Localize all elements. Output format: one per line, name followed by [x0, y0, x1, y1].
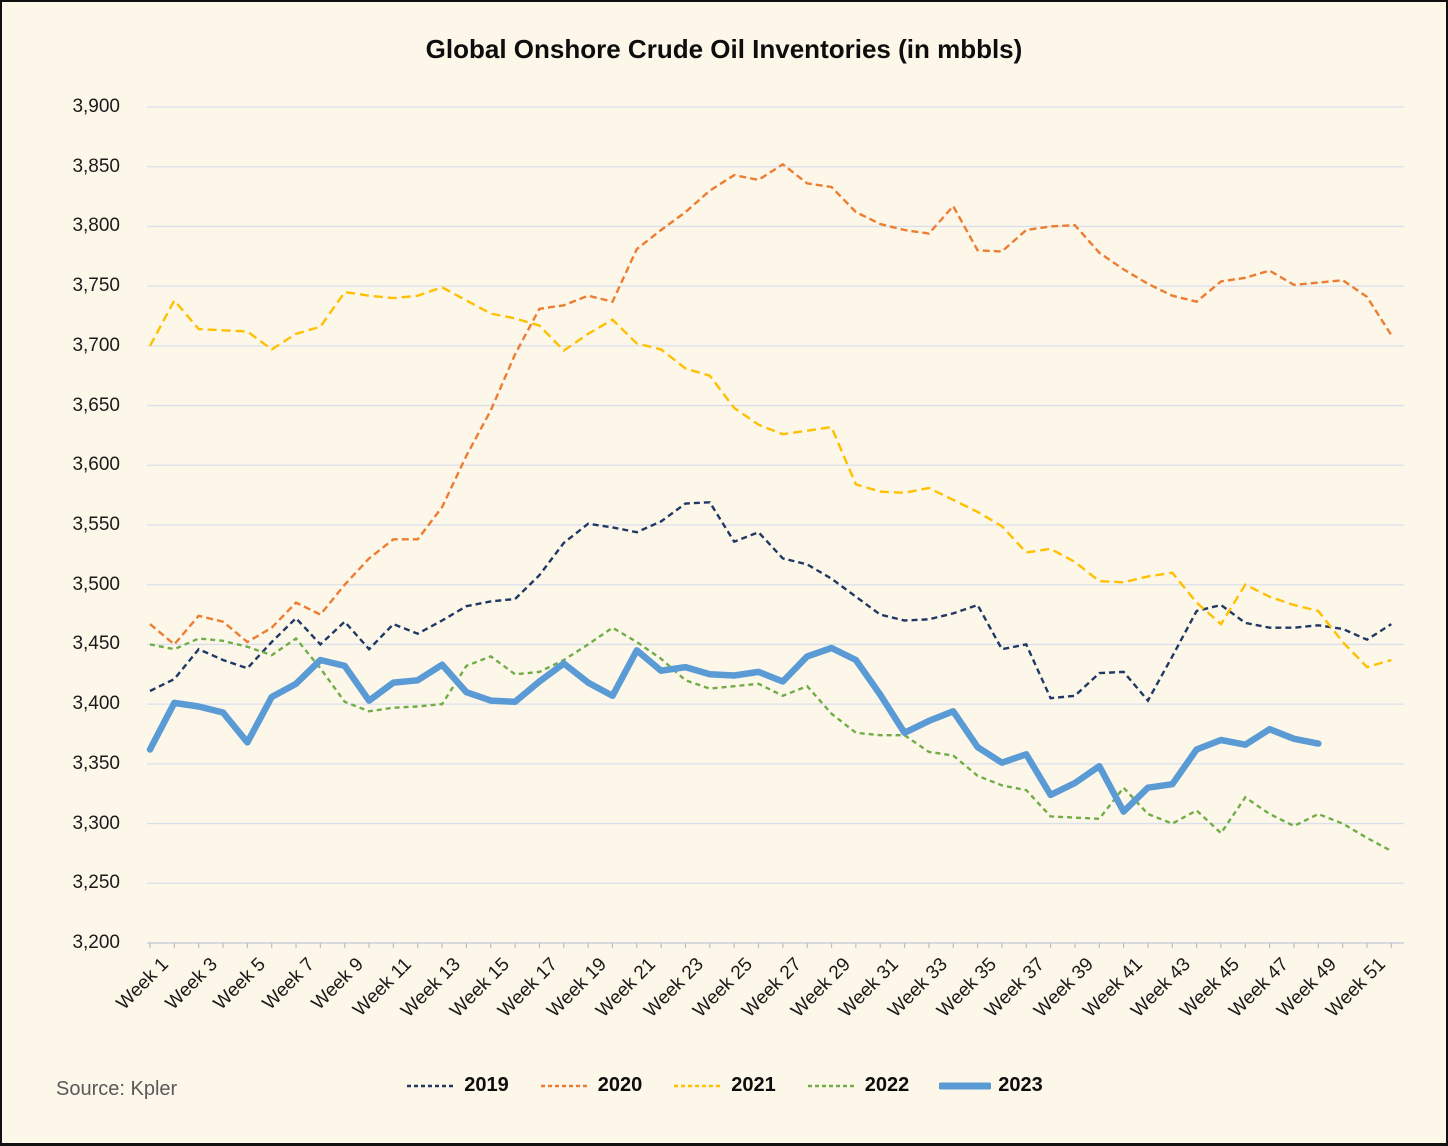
legend-swatch-2020: [540, 1084, 589, 1087]
legend-swatch-2023: [939, 1082, 992, 1089]
y-tick-label: 3,650: [72, 394, 120, 416]
series-line-2019: [149, 501, 1392, 703]
legend: 2019 2020 2021 2022 2023: [2, 1074, 1446, 1097]
y-tick-label: 3,450: [72, 633, 120, 655]
legend-item-2022: 2022: [806, 1074, 910, 1097]
y-tick-label: 3,350: [72, 752, 120, 774]
legend-item-2023: 2023: [939, 1074, 1043, 1097]
y-tick-label: 3,400: [72, 693, 120, 715]
y-tick-label: 3,200: [72, 932, 120, 953]
legend-label-2021: 2021: [731, 1074, 776, 1096]
chart-title: Global Onshore Crude Oil Inventories (in…: [425, 34, 1023, 64]
y-tick-label: 3,850: [72, 155, 120, 177]
legend-swatch-2022: [807, 1084, 856, 1087]
y-tick-label: 3,500: [72, 573, 120, 595]
legend-label-2020: 2020: [597, 1074, 643, 1096]
legend-swatch-2021: [674, 1084, 723, 1087]
legend-swatch-2019: [407, 1084, 456, 1087]
y-tick-label: 3,900: [72, 96, 120, 117]
legend-item-2020: 2020: [539, 1074, 643, 1097]
y-tick-label: 3,750: [72, 275, 120, 297]
y-tick-label: 3,700: [72, 334, 120, 356]
y-tick-label: 3,550: [72, 514, 120, 535]
y-tick-label: 3,800: [72, 215, 120, 237]
legend-label-2022: 2022: [864, 1074, 910, 1096]
source-label: Source: Kpler: [56, 1078, 178, 1100]
series-line-2022: [149, 626, 1392, 853]
legend-item-2021: 2021: [672, 1074, 776, 1097]
y-tick-label: 3,600: [72, 454, 120, 476]
series-line-2021: [148, 285, 1392, 669]
legend-label-2023: 2023: [998, 1074, 1043, 1096]
series-line-2020: [149, 162, 1393, 647]
legend-item-2019: 2019: [405, 1074, 509, 1097]
y-tick-label: 3,250: [72, 872, 120, 894]
y-tick-label: 3,300: [72, 812, 120, 834]
legend-label-2019: 2019: [464, 1074, 509, 1096]
series-line-2023: [146, 644, 1322, 815]
